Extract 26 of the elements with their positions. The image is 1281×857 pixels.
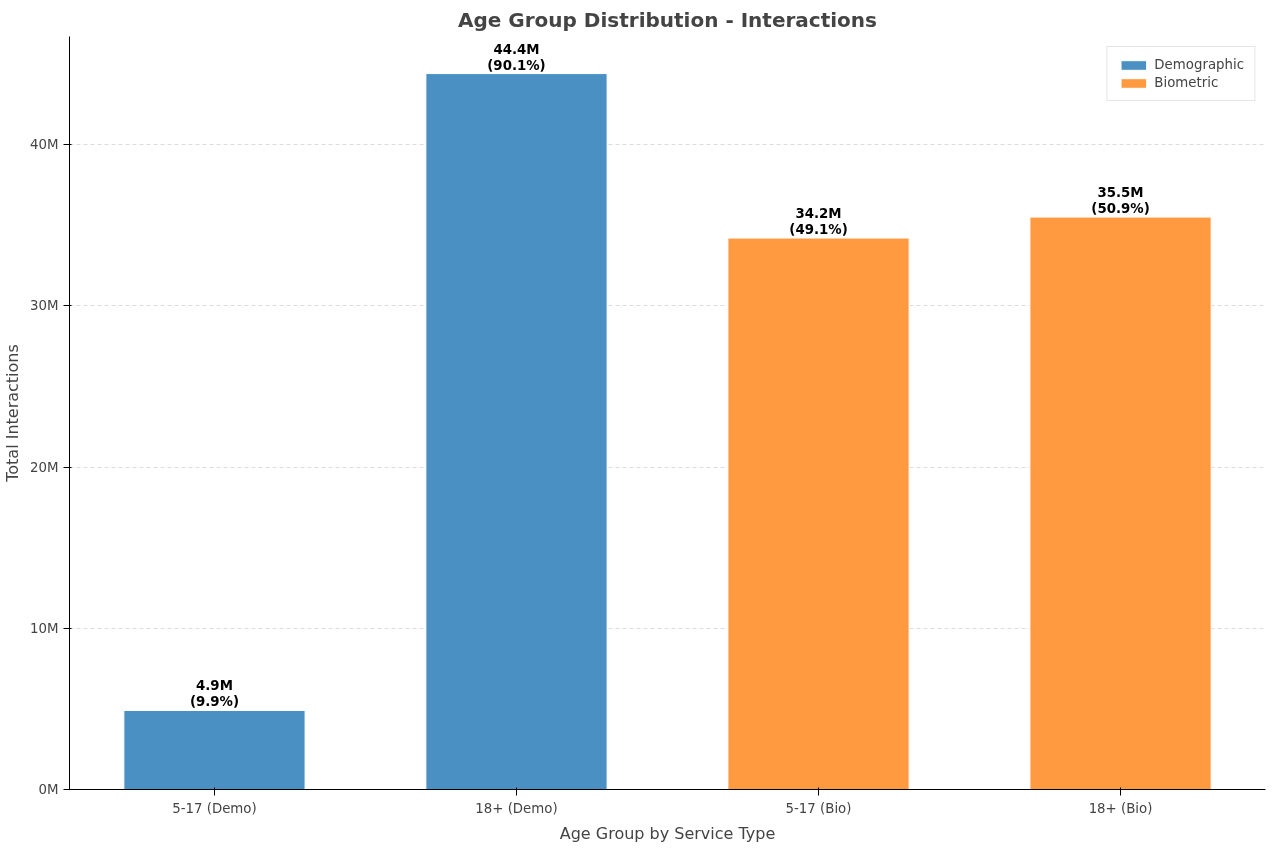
y-tick-label: 0M <box>38 782 59 797</box>
x-tick-label: 5-17 (Demo) <box>172 800 257 816</box>
annotation: (90.1%) <box>487 57 546 73</box>
y-tick-label: 30M <box>30 298 59 314</box>
x-tick-label: 18+ (Demo) <box>475 800 558 816</box>
chart-title: Age Group Distribution - Interactions <box>458 7 877 32</box>
data-label: 35.5M <box>1097 185 1144 201</box>
y-tick-label: 40M <box>30 137 59 153</box>
y-axis-title: Total Interactions <box>3 344 23 483</box>
y-tick-label: 10M <box>30 620 59 636</box>
x-tick-label: 18+ (Bio) <box>1088 800 1153 816</box>
annotation: (9.9%) <box>189 694 240 710</box>
annotation: (49.1%) <box>789 222 848 238</box>
bar <box>123 709 306 790</box>
bar <box>425 73 608 790</box>
legend-label: Demographic <box>1154 57 1244 72</box>
y-tick-label: 20M <box>30 459 59 475</box>
x-axis-title: Age Group by Service Type <box>559 823 776 843</box>
legend-label: Biometric <box>1154 75 1219 90</box>
data-label: 44.4M <box>493 41 540 57</box>
data-label: 4.9M <box>196 678 233 694</box>
x-tick-label: 5-17 (Bio) <box>785 800 852 816</box>
annotation: (50.9%) <box>1091 201 1150 217</box>
bar <box>727 237 910 790</box>
data-label: 34.2M <box>795 206 842 222</box>
bar <box>1029 216 1212 790</box>
